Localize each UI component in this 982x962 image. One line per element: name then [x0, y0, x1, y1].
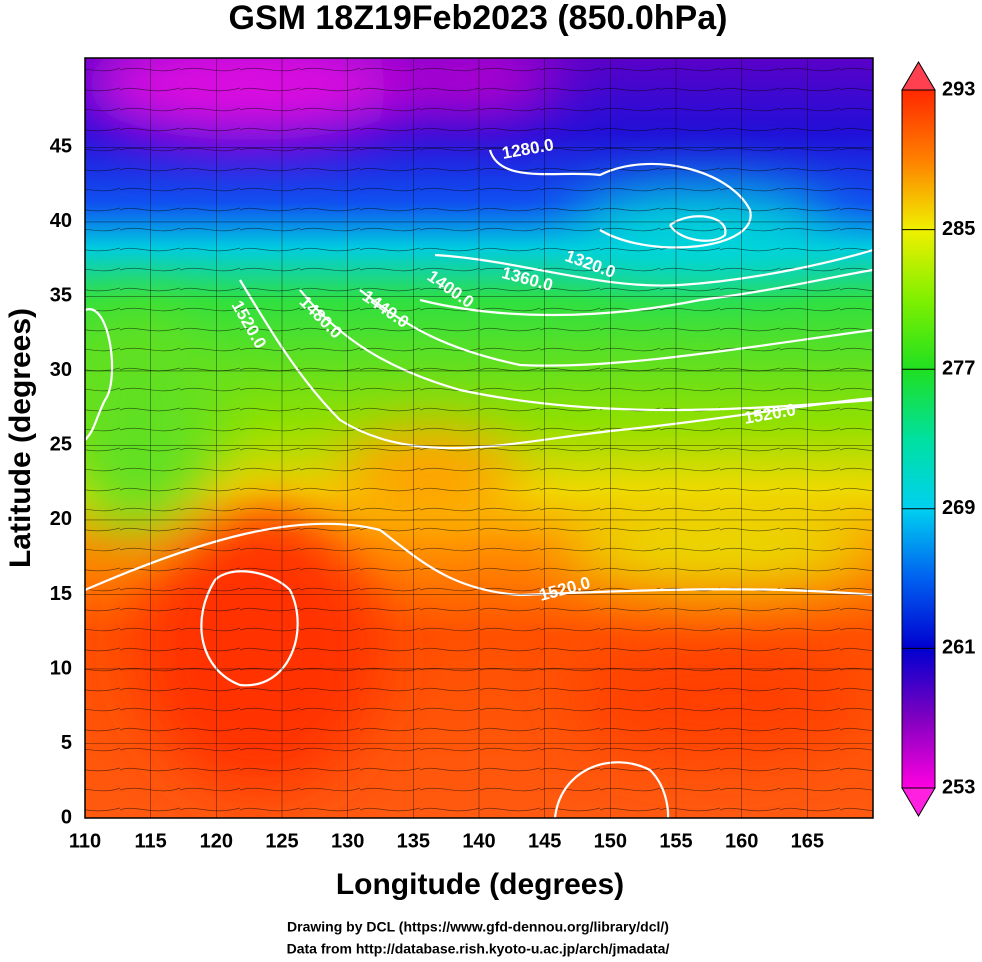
x-tick-label: 145	[528, 830, 561, 852]
y-tick-label: 40	[50, 210, 72, 232]
x-tick-label: 165	[791, 830, 824, 852]
colorbar-label: 277	[942, 357, 975, 379]
colorbar-label: 293	[942, 78, 975, 100]
x-tick-label: 160	[725, 830, 758, 852]
y-tick-label: 15	[50, 583, 72, 605]
colorbar-arrow	[901, 787, 936, 817]
x-tick-label: 130	[331, 830, 364, 852]
x-tick-label: 150	[594, 830, 627, 852]
colorbar	[901, 89, 936, 789]
x-tick-label: 115	[135, 830, 167, 852]
x-axis-label: Longitude (degrees)	[336, 868, 624, 901]
colorbar-arrow	[901, 61, 936, 91]
y-tick-label: 5	[61, 732, 72, 754]
colorbar-label: 285	[942, 218, 975, 240]
y-axis-label: Latitude (degrees)	[4, 308, 37, 568]
footer-line: Data from http://database.rish.kyoto-u.a…	[287, 941, 670, 957]
x-tick-label: 125	[265, 830, 298, 852]
y-tick-label: 20	[50, 508, 72, 530]
colorbar-label: 261	[942, 637, 975, 659]
title: GSM 18Z19Feb2023 (850.0hPa)	[229, 0, 728, 37]
y-tick-label: 30	[50, 359, 72, 381]
colorbar-label: 269	[942, 497, 975, 519]
colorbar-label: 253	[942, 776, 975, 798]
y-tick-label: 25	[50, 434, 72, 456]
y-tick-label: 0	[61, 806, 72, 828]
footer-line: Drawing by DCL (https://www.gfd-dennou.o…	[287, 919, 669, 935]
y-tick-label: 10	[50, 657, 72, 679]
x-tick-label: 110	[69, 830, 101, 852]
x-tick-label: 155	[659, 830, 692, 852]
x-tick-label: 120	[200, 830, 233, 852]
y-tick-label: 45	[50, 136, 72, 158]
x-tick-label: 140	[462, 830, 495, 852]
y-tick-label: 35	[50, 285, 72, 307]
x-tick-label: 135	[397, 830, 430, 852]
